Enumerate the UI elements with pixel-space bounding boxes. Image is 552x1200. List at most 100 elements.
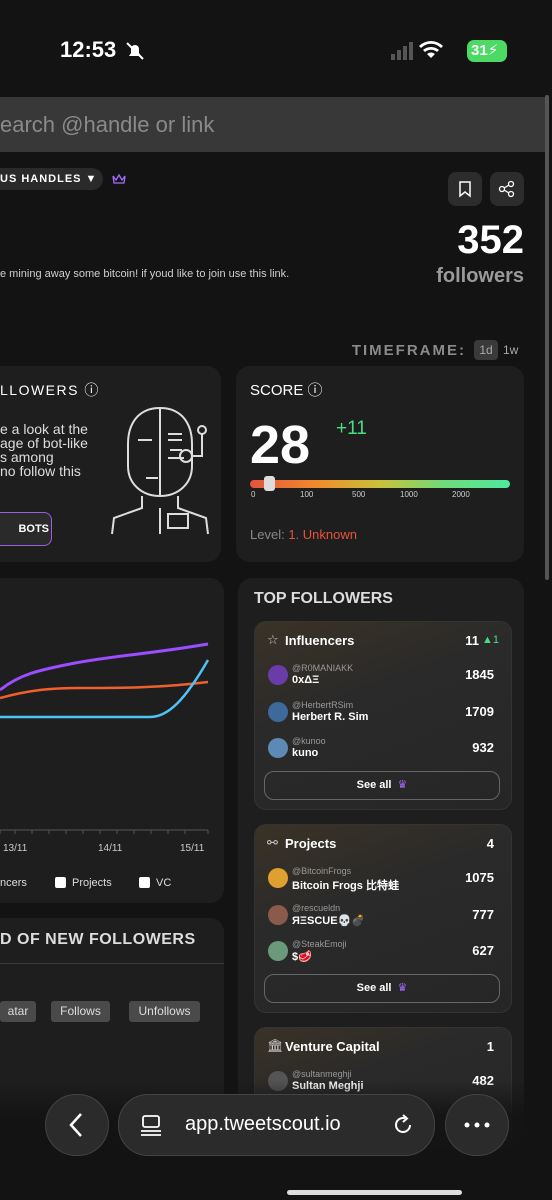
group-name: Influencers [285, 633, 355, 648]
score-marker [264, 476, 275, 491]
group-change: ▲1 [482, 634, 500, 646]
group-card [254, 824, 512, 1013]
x-label: 13/11 [3, 843, 28, 854]
legend-item[interactable]: Projects [72, 877, 112, 889]
bot-illustration [111, 407, 209, 535]
top-followers-title: TOP FOLLOWERS [254, 590, 393, 607]
crown-icon [112, 173, 126, 184]
handle: @sultanmeghji [292, 1069, 352, 1079]
avatar [268, 941, 288, 961]
more-button[interactable] [445, 1094, 509, 1156]
time: 12:53 [60, 37, 117, 62]
level-value: 1. Unknown [288, 527, 357, 542]
crown-icon: ♛ [397, 982, 408, 994]
signal-wifi [391, 41, 443, 60]
score-value: 28 [250, 415, 311, 475]
followers-label: followers [436, 265, 524, 287]
score-card [236, 366, 524, 562]
legend-checkbox[interactable] [55, 877, 66, 888]
battery-level: 31 [471, 42, 488, 59]
battery: 31⚡ [467, 40, 507, 62]
score-bar [250, 480, 510, 488]
handles-button[interactable]: US HANDLES ▼ [0, 168, 103, 190]
scale-label: 1000 [400, 490, 418, 499]
display-name: Bitcoin Frogs 比特蛙 [292, 880, 399, 892]
crown-icon: ♛ [397, 779, 408, 791]
group-change-value: 1 [492, 634, 500, 646]
score-title-text: SCORE [250, 382, 304, 399]
group-name: Venture Capital [285, 1039, 380, 1054]
url-bar[interactable]: app.tweetscout.io [118, 1094, 435, 1156]
display-name: Herbert R. Sim [292, 710, 369, 723]
back-button[interactable] [45, 1094, 109, 1156]
legend-item[interactable]: ncers [0, 877, 27, 889]
level: Level: 1. Unknown [250, 527, 357, 542]
see-all-button[interactable]: See all ♛ [264, 974, 500, 1003]
timeframe-option[interactable]: 1d [474, 340, 498, 360]
followers-chart [0, 642, 210, 834]
group-name: Projects [285, 836, 337, 851]
scale-label: 500 [352, 490, 366, 499]
bots-text-line: age of bot-like [0, 435, 88, 451]
bots-text: e a look at the age of bot-like s among … [0, 422, 88, 478]
follower-count: 932 [472, 740, 494, 755]
handle: @kunoo [292, 736, 326, 746]
filter-button[interactable]: Unfollows [129, 1001, 200, 1022]
score-title: SCORE ⓘ [250, 382, 323, 399]
mute-icon [126, 42, 144, 60]
bots-button[interactable]: BOTS [0, 512, 52, 546]
group-count: 4 [486, 836, 494, 851]
see-all-text: See all [356, 779, 392, 791]
level-label: Level: [250, 527, 285, 542]
x-label: 15/11 [180, 843, 205, 854]
handle: @rescueldn [292, 902, 341, 913]
scale-label: 100 [300, 490, 314, 499]
follower-count: 627 [472, 943, 494, 958]
follower-count: 1709 [465, 703, 494, 719]
display-name: ЯΞЅCUE💀💣 [292, 914, 365, 927]
display-name: $🥩 [292, 951, 312, 963]
bio: e mining away some bitcoin! if youd like… [0, 268, 290, 280]
chart-card [0, 578, 224, 903]
score-change: +11 [336, 418, 367, 439]
handle: @R0MANIAKK [292, 663, 354, 673]
scale-label: 0 [251, 490, 256, 499]
bots-text-line: no follow this [0, 463, 81, 479]
bookmark-button[interactable] [448, 172, 482, 206]
group-count: 1 [486, 1039, 494, 1054]
bots-title: LLOWERS ⓘ [0, 382, 100, 398]
filter-button[interactable]: Follows [51, 1001, 110, 1022]
avatar [268, 738, 288, 758]
followers-count: 352 [457, 218, 524, 262]
avatar [268, 868, 288, 888]
avatar [268, 904, 288, 925]
handle: @HerbertRSim [292, 699, 354, 710]
group-icon: ⚯ [267, 835, 278, 850]
search-placeholder: earch @handle or link [0, 112, 215, 137]
new-followers-title: D OF NEW FOLLOWERS [0, 931, 196, 948]
share-button[interactable] [490, 172, 524, 206]
legend-item[interactable]: VC [156, 877, 172, 889]
bots-text-line: e a look at the [0, 421, 88, 437]
search-bar[interactable] [0, 97, 545, 152]
see-all-button[interactable]: See all ♛ [264, 771, 500, 800]
follower-count: 777 [472, 906, 494, 922]
divider [0, 963, 224, 964]
display-name: kuno [292, 747, 319, 759]
legend-checkbox[interactable] [139, 877, 150, 888]
display-name: 0xΔΞ [292, 674, 320, 686]
scrollbar [545, 95, 549, 580]
group-icon: 🏛 [267, 1038, 284, 1053]
group-card [254, 621, 512, 810]
follower-count: 1075 [465, 870, 494, 885]
home-indicator [287, 1190, 462, 1195]
x-label: 14/11 [98, 843, 123, 854]
scale-label: 2000 [452, 490, 470, 499]
handle: @SteakEmoji [292, 939, 347, 949]
group-count: 11 [465, 633, 479, 648]
handle: @BitcoinFrogs [292, 866, 352, 876]
timeframe-option[interactable]: 1w [503, 343, 519, 357]
filter-button[interactable]: atar [0, 1001, 36, 1022]
group-icon: ☆ [267, 632, 279, 647]
